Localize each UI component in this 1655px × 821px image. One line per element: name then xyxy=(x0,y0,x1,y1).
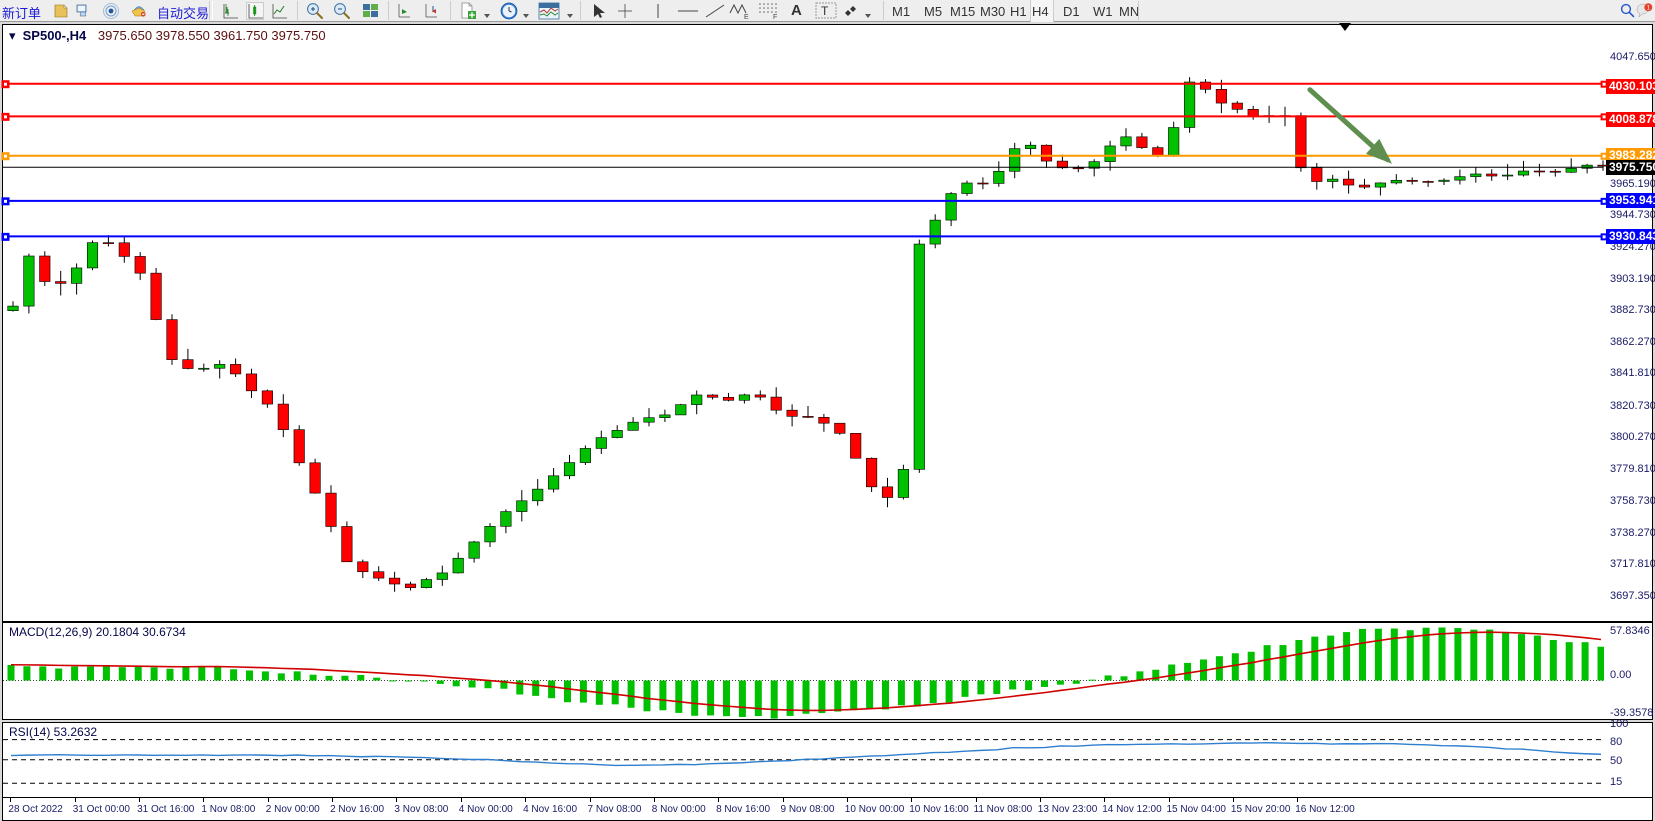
svg-text:T: T xyxy=(821,4,829,18)
svg-text:F: F xyxy=(773,14,777,20)
svg-text:E: E xyxy=(744,14,749,20)
